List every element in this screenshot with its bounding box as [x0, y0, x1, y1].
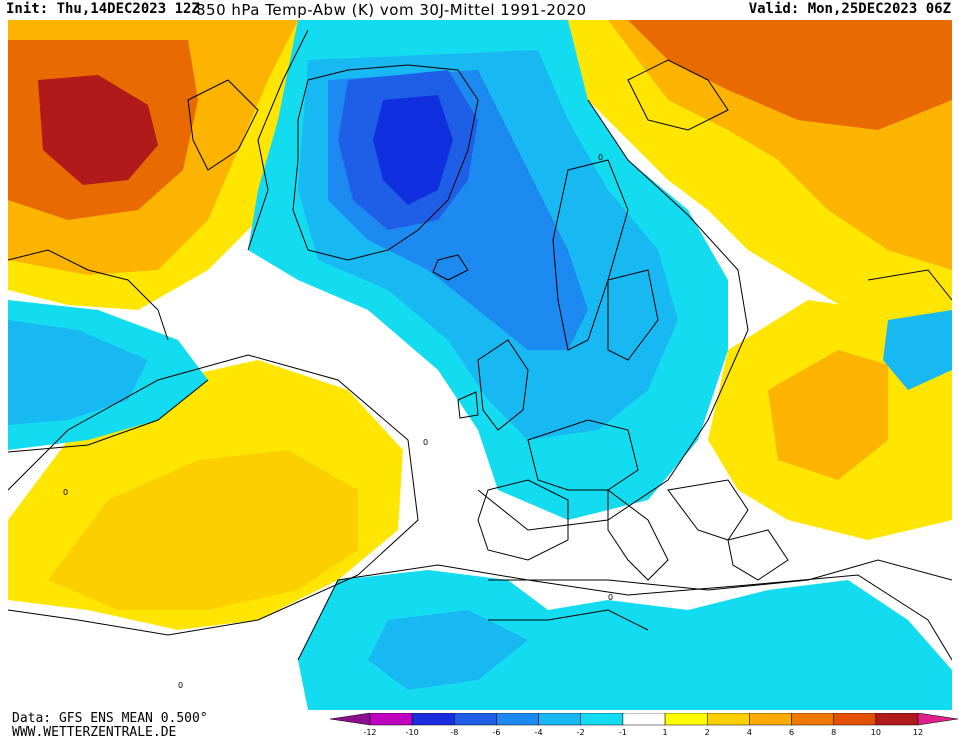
legend-swatch [706, 712, 750, 726]
legend-tick-label: -8 [450, 728, 458, 737]
contour-label-0: 0 [178, 681, 183, 690]
legend-tick-label: 10 [871, 728, 881, 737]
legend-swatch [664, 712, 708, 726]
warm-region-east-europe-orange [768, 350, 888, 480]
color-legend: -12 -10 -8 -6 -4 -2 -1 1 2 4 6 8 10 12 [329, 712, 959, 739]
chart-description: 850 hPa Temp-Abw (K) vom 30J-Mittel 1991… [196, 1, 587, 19]
legend-swatch [454, 712, 497, 726]
legend-swatch [791, 712, 834, 726]
anomaly-map: 0 0 0 0 0 [8, 20, 952, 710]
footer-credits: Data: GFS ENS MEAN 0.500° WWW.WETTERZENT… [12, 712, 208, 740]
contour-label-0: 0 [423, 438, 428, 447]
legend-swatch [833, 712, 877, 726]
legend-tick-label: -12 [363, 728, 376, 737]
legend-arrow-low [329, 712, 371, 726]
cold-region-west-mid [8, 320, 148, 425]
valid-time: Valid: Mon,25DEC2023 06Z [748, 1, 951, 17]
legend-tick-label: -1 [619, 728, 627, 737]
legend-tick-label: -4 [535, 728, 543, 737]
cold-region-south-mid [368, 610, 528, 690]
legend-arrow-high [917, 712, 959, 726]
cold-region-turkey [883, 310, 952, 390]
legend-tick-label: -2 [577, 728, 585, 737]
footer: Data: GFS ENS MEAN 0.500° WWW.WETTERZENT… [0, 710, 959, 741]
legend-tick-label: -10 [406, 728, 419, 737]
warm-region-nw-extreme [38, 75, 158, 185]
contour-labels: 0 0 0 0 0 [63, 153, 613, 690]
legend-tick-label: -6 [492, 728, 500, 737]
legend-swatch [411, 712, 455, 726]
website: WWW.WETTERZENTRALE.DE [12, 725, 177, 740]
legend-swatch [369, 712, 413, 726]
color-legend-svg: -12 -10 -8 -6 -4 -2 -1 1 2 4 6 8 10 12 [329, 712, 959, 737]
legend-tick-label: 12 [913, 728, 923, 737]
anomaly-map-svg: 0 0 0 0 0 [8, 20, 952, 710]
legend-swatch [622, 712, 666, 726]
init-time: Init: Thu,14DEC2023 12Z [6, 1, 200, 17]
contour-label-0: 0 [608, 593, 613, 602]
legend-swatch [875, 712, 919, 726]
zero-contours [8, 29, 952, 661]
contour-label-0: 0 [598, 153, 603, 162]
header: Init: Thu,14DEC2023 12Z 850 hPa Temp-Abw… [0, 0, 959, 20]
coastlines [8, 59, 952, 631]
legend-tick-label: 1 [663, 728, 668, 737]
data-source: Data: GFS ENS MEAN 0.500° [12, 711, 208, 726]
legend-tick-label: 6 [789, 728, 794, 737]
contour-label-0: 0 [63, 488, 68, 497]
legend-swatch [749, 712, 792, 726]
legend-tick-label: 4 [747, 728, 752, 737]
legend-tick-label: 8 [831, 728, 836, 737]
warm-region-ne-deep [628, 20, 952, 130]
legend-swatch [580, 712, 624, 726]
cold-region-greenland-core [373, 95, 453, 205]
legend-swatch [496, 712, 539, 726]
legend-tick-label: 2 [705, 728, 710, 737]
warm-region-atlantic-orange [48, 450, 358, 610]
legend-swatch [538, 712, 582, 726]
